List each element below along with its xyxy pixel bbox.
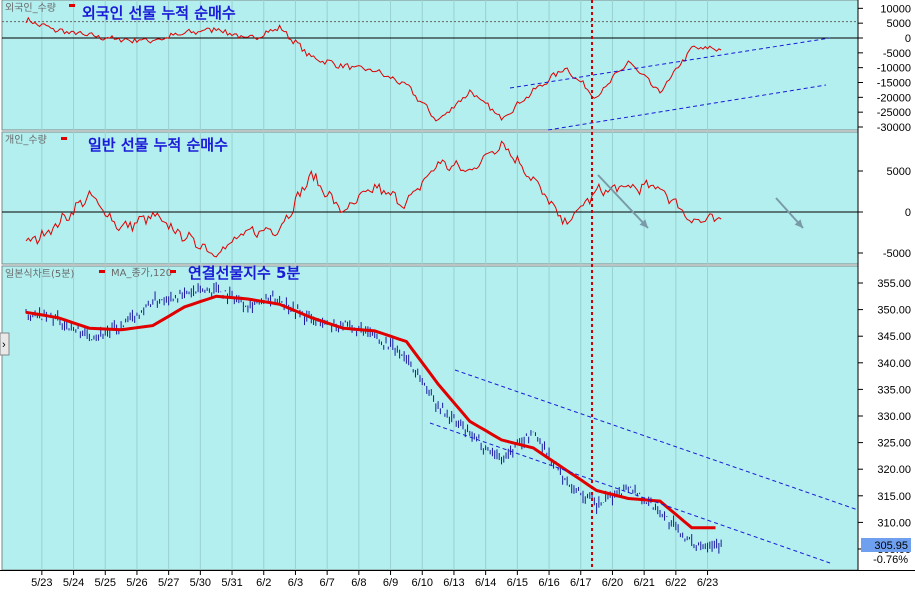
price-channel-upper [454,369,859,511]
panel-foreign-name-label: 외국인_수량 [5,2,56,14]
x-tick-label-11: 6/9 [383,577,398,589]
y-tick-label-price-3: 340.00 [877,358,911,370]
panel-individual-name-label: 개인_수량 [5,134,47,146]
last-price-badge [861,538,911,552]
y-tick-label-foreign-3: -5000 [883,48,911,60]
individual-decline-arrow-1-head [639,219,648,228]
panel-foreign-axis-area [858,0,915,130]
y-tick-label-individual-1: 0 [905,207,911,219]
x-tick-label-13: 6/13 [443,577,464,589]
individual-legend-swatch [61,137,67,140]
y-tick-label-price-1: 350.00 [877,305,911,317]
x-tick-label-12: 6/10 [412,577,433,589]
y-tick-label-foreign-2: 0 [905,33,911,45]
y-tick-label-price-8: 315.00 [877,491,911,503]
individual-decline-arrow-2-head [794,219,803,228]
y-tick-label-price-4: 335.00 [877,384,911,396]
x-tick-label-1: 5/24 [63,577,84,589]
individual-decline-arrow-1-shaft [597,174,649,229]
x-tick-label-8: 6/3 [288,577,303,589]
x-tick-label-20: 6/22 [665,577,686,589]
y-tick-label-foreign-7: -25000 [877,107,911,119]
price-channel-lower [429,422,831,564]
x-tick-label-5: 5/30 [190,577,211,589]
x-tick-label-9: 6/7 [320,577,335,589]
y-tick-label-foreign-5: -15000 [877,78,911,90]
ma-legend-swatch [170,270,176,273]
x-tick-label-17: 6/17 [570,577,591,589]
individual-series-line [25,140,722,258]
x-axis-area [0,570,915,592]
x-tick-label-3: 5/26 [126,577,147,589]
y-tick-label-price-7: 320.00 [877,464,911,476]
y-tick-label-price-2: 345.00 [877,331,911,343]
y-tick-label-price-9: 310.00 [877,517,911,529]
panel-price-name-label: 일본식차트(5분) [5,268,74,280]
collapse-handle [0,332,10,356]
individual-panel-title: 일반 선물 누적 순매수 [88,136,228,154]
y-tick-label-foreign-1: 5000 [887,18,911,30]
x-tick-label-10: 6/8 [351,577,366,589]
panel-individual-axis-area [858,132,915,264]
y-tick-label-foreign-0: 10000 [880,3,911,15]
y-tick-label-foreign-4: -10000 [877,63,911,75]
collapse-handle-arrow-icon[interactable]: › [2,339,6,351]
x-tick-label-15: 6/15 [507,577,528,589]
x-tick-label-18: 6/20 [602,577,623,589]
foreign-legend-swatch [69,4,75,7]
x-tick-label-14: 6/14 [475,577,496,589]
x-tick-label-6: 5/31 [221,577,242,589]
foreign-channel-upper [509,37,831,89]
y-tick-label-price-5: 330.00 [877,411,911,423]
price-panel-title: 연결선물지수 5분 [188,264,300,282]
foreign-panel-title: 외국인 선물 누적 순매수 [82,4,236,22]
price-ma-label: MA_종가,120 [111,267,172,279]
panel-price-axis-area [858,266,915,570]
y-tick-label-foreign-8: -30000 [877,122,911,134]
x-tick-label-21: 6/23 [697,577,718,589]
last-price-value: 305.95 [874,540,908,552]
x-tick-label-16: 6/16 [538,577,559,589]
x-tick-label-4: 5/27 [158,577,179,589]
price-legend-swatch [99,270,105,273]
y-tick-label-price-6: 325.00 [877,438,911,450]
x-tick-label-0: 5/23 [31,577,52,589]
change-percent-value: -0.76% [873,554,908,566]
foreign-series-line [25,16,722,122]
y-tick-label-individual-0: 5000 [887,166,911,178]
moving-average-line [25,294,716,530]
x-tick-label-7: 6/2 [256,577,271,589]
y-tick-label-individual-2: -5000 [883,248,911,260]
x-tick-label-2: 5/25 [95,577,116,589]
y-tick-label-foreign-6: -20000 [877,92,911,104]
x-tick-label-19: 6/21 [633,577,654,589]
foreign-channel-lower [547,84,827,131]
panel-individual-background [1,131,859,265]
y-tick-label-price-0: 355.00 [877,278,911,290]
panel-price-background [1,265,859,571]
